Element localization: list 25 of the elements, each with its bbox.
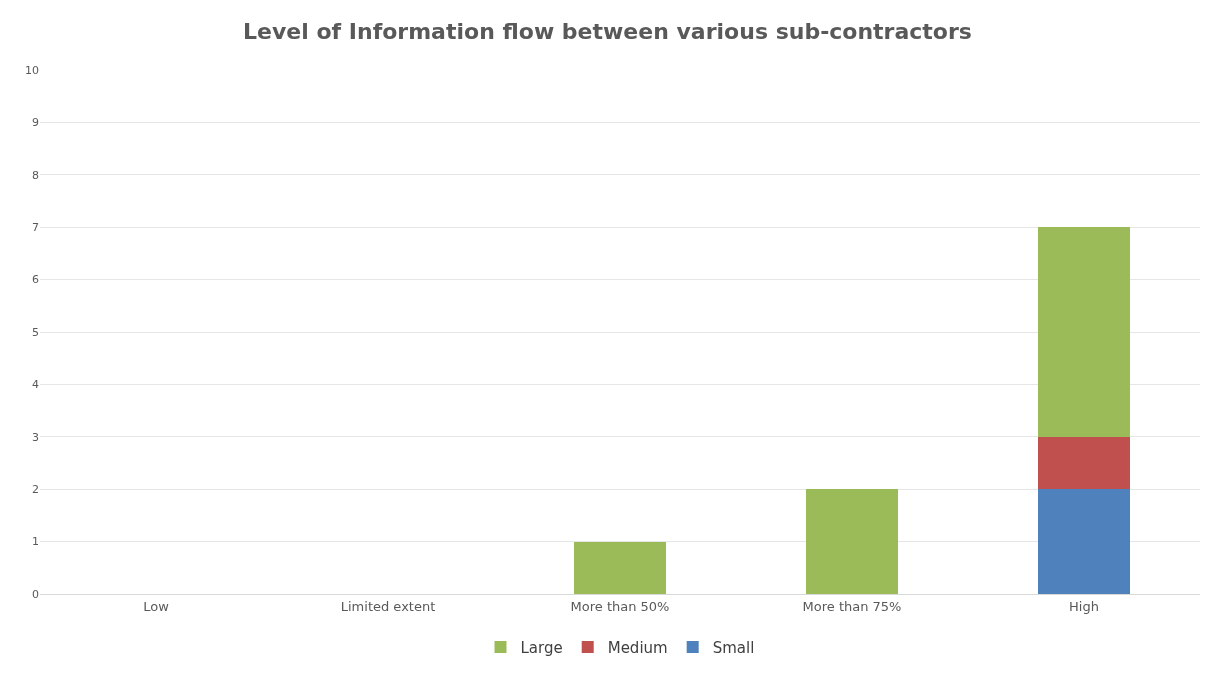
- y-tick-label: 6: [32, 273, 39, 287]
- y-tick-label: 3: [32, 430, 39, 444]
- bar: [1037, 489, 1131, 594]
- y-tick-label: 9: [32, 116, 39, 130]
- y-tick-label: 10: [25, 63, 39, 77]
- y-tick-label: 2: [32, 483, 39, 497]
- bar: [1037, 436, 1131, 490]
- y-tick-label: 1: [32, 535, 39, 549]
- x-tick-label: Low: [143, 598, 170, 614]
- bar: [573, 541, 667, 594]
- legend-label: Medium: [607, 638, 668, 657]
- y-tick-label: 8: [32, 168, 39, 182]
- y-tick-label: 4: [32, 378, 39, 392]
- y-tick-label: 5: [32, 325, 39, 339]
- x-tick-label: High: [1069, 598, 1099, 614]
- x-tick-label: Limited extent: [340, 598, 436, 614]
- chart-title: Level of Information flow between various sub-contractors: [243, 19, 972, 45]
- y-tick-label: 7: [32, 221, 39, 235]
- x-tick-label: More than 75%: [802, 598, 902, 614]
- x-tick-label: More than 50%: [570, 598, 670, 614]
- legend-label: Large: [520, 638, 563, 657]
- bar: [805, 489, 899, 594]
- bar: [1037, 227, 1131, 437]
- y-tick-label: 0: [32, 587, 39, 601]
- legend-label: Small: [712, 638, 755, 657]
